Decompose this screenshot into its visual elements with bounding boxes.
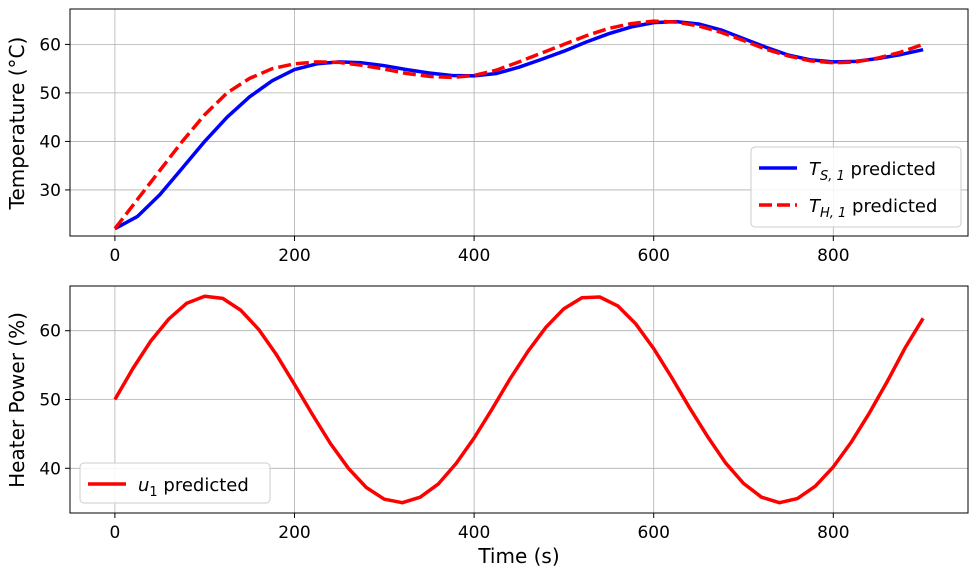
heater-power-series-line-1 bbox=[113, 294, 925, 505]
heater-power-legend: u1 predicted bbox=[79, 462, 271, 504]
temperature-y-tick-label: 30 bbox=[39, 181, 61, 201]
heater-power-legend-box bbox=[79, 462, 271, 504]
heater-power-x-tick-label: 0 bbox=[109, 523, 120, 543]
temperature-y-axis-label: Temperature (°C) bbox=[5, 37, 29, 211]
temperature-legend-label-1: TS, 1 predicted bbox=[809, 159, 936, 184]
heater-power-series bbox=[113, 294, 925, 505]
temperature-x-tick-label: 600 bbox=[637, 246, 669, 266]
heater-power-y-tick-label: 40 bbox=[39, 459, 61, 479]
heater-power-y-axis-label: Heater Power (%) bbox=[5, 312, 29, 488]
temperature-x-tick-label: 200 bbox=[278, 246, 310, 266]
temperature-x-tick-label: 0 bbox=[109, 246, 120, 266]
temperature-axes-frame bbox=[69, 8, 969, 237]
heater-power-x-tick-label: 200 bbox=[278, 523, 310, 543]
heater-power-x-tick-label: 400 bbox=[458, 523, 490, 543]
heater-power-y-tick-label: 50 bbox=[39, 391, 61, 411]
temperature-legend-box bbox=[750, 146, 962, 228]
heater-power-y-tick-label: 60 bbox=[39, 322, 61, 342]
temperature-panel: 0 200 400 600 800 30 40 50 60 Temperature (°C) T… bbox=[5, 8, 969, 266]
temperature-y-tick-label: 50 bbox=[39, 84, 61, 104]
temperature-legend: TS, 1 predicted TH, 1 predicted bbox=[750, 146, 962, 228]
heater-power-ticks: 0 200 400 600 800 40 50 60 bbox=[39, 322, 849, 543]
temperature-x-tick-label: 800 bbox=[817, 246, 849, 266]
heater-power-panel: 0 200 400 600 800 40 50 60 Heater Power (%) Tim… bbox=[5, 285, 969, 568]
temperature-y-tick-label: 40 bbox=[39, 132, 61, 152]
heater-power-x-tick-label: 800 bbox=[817, 523, 849, 543]
temperature-x-tick-label: 400 bbox=[458, 246, 490, 266]
heater-power-legend-label-1: u1 predicted bbox=[138, 475, 249, 500]
time-x-axis-label: Time (s) bbox=[477, 544, 559, 568]
temperature-ticks: 0 200 400 600 800 30 40 50 60 bbox=[39, 35, 849, 266]
temperature-legend-label-2: TH, 1 predicted bbox=[809, 196, 937, 221]
heater-power-x-tick-label: 600 bbox=[637, 523, 669, 543]
temperature-series-line-2 bbox=[113, 19, 924, 230]
temperature-series bbox=[113, 19, 924, 231]
temperature-y-tick-label: 60 bbox=[39, 35, 61, 55]
